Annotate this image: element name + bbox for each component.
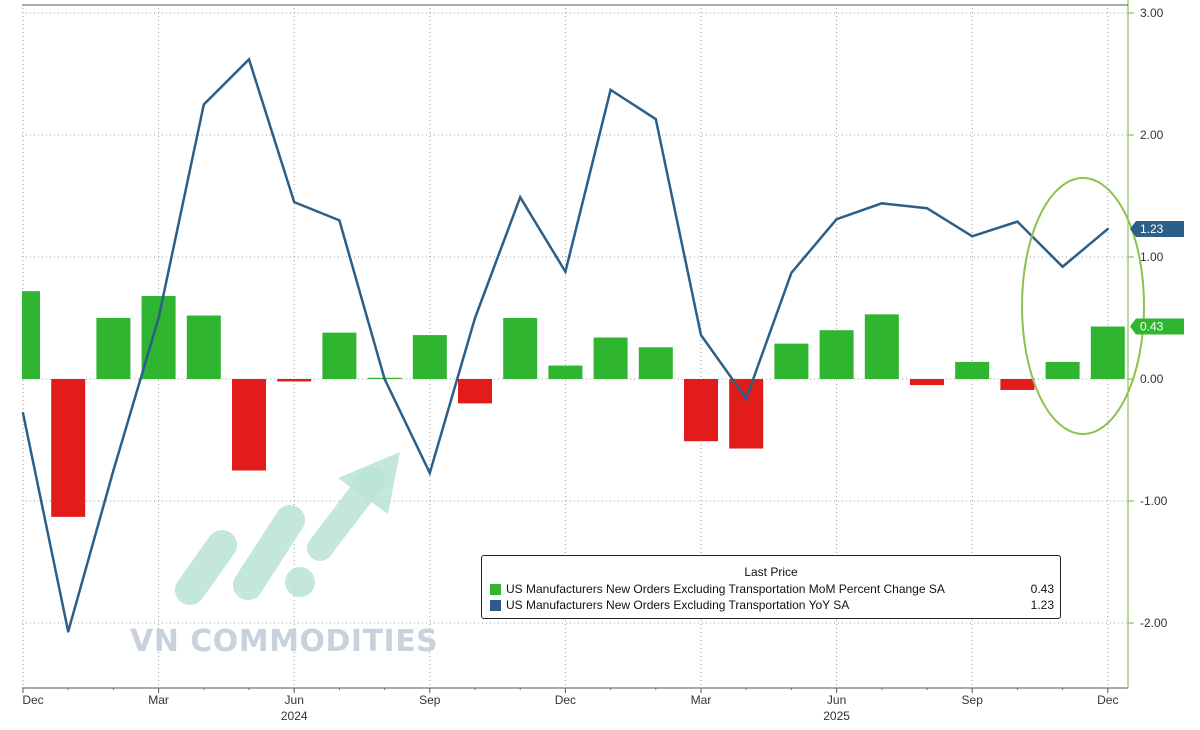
- mom-bar: [22, 291, 40, 379]
- yoy-point: [67, 630, 70, 633]
- mom-bar: [412, 335, 447, 379]
- yoy-point: [428, 471, 431, 475]
- yoy-point: [699, 333, 703, 337]
- mom-bar: [684, 379, 718, 442]
- legend-name-mom: US Manufacturers New Orders Excluding Tr…: [506, 582, 945, 596]
- mom-bar: [232, 379, 266, 471]
- yoy-point: [925, 207, 929, 210]
- mom-bar: [1045, 361, 1080, 379]
- x-tick-label: Mar: [148, 693, 169, 707]
- legend-entry-yoy: US Manufacturers New Orders Excluding Tr…: [482, 597, 1060, 613]
- mom-bar: [322, 332, 357, 379]
- legend-swatch-yoy: [490, 599, 501, 611]
- year-label: 2024: [281, 709, 308, 723]
- mom-bar: [864, 314, 899, 379]
- y-tick-label: 1.00: [1140, 250, 1164, 264]
- bars-layer: [22, 291, 1125, 517]
- yoy-point: [157, 316, 160, 320]
- yoy-line: [21, 57, 1109, 632]
- logo-dot: [285, 567, 315, 597]
- yoy-point: [1106, 227, 1110, 231]
- x-tick-label: Jun: [285, 693, 304, 707]
- yoy-point: [880, 202, 883, 205]
- mom-bar: [96, 318, 131, 379]
- logo-stroke: [175, 530, 237, 605]
- yoy-point: [745, 397, 748, 400]
- yoy-point: [654, 117, 657, 121]
- y-tick-label: 0.00: [1140, 372, 1164, 386]
- legend-title: Last Price: [744, 565, 798, 579]
- yoy-point: [564, 270, 567, 273]
- last-value-tag: [1130, 220, 1184, 237]
- watermark-text: VN COMMODITIES: [130, 624, 439, 659]
- mom-bar: [955, 361, 990, 379]
- logo-arrowhead: [338, 452, 400, 514]
- yoy-point: [609, 88, 612, 92]
- x-tick-label: Jun: [827, 693, 846, 707]
- x-tick-label: Dec: [1097, 693, 1118, 707]
- legend-value-yoy: 1.23: [1030, 598, 1054, 612]
- yoy-point: [383, 377, 386, 381]
- mom-bar: [186, 315, 221, 379]
- x-tick-label: Dec: [555, 693, 576, 707]
- x-tick-label: Dec: [22, 693, 43, 707]
- mom-bar: [819, 330, 854, 379]
- y-tick-label: 3.00: [1140, 6, 1164, 20]
- legend-value-mom: 0.43: [1030, 582, 1054, 596]
- mom-bar: [729, 379, 764, 449]
- yoy-point: [338, 219, 341, 222]
- y-tick-label: -1.00: [1140, 494, 1168, 508]
- mom-bar: [458, 379, 492, 404]
- x-tick-label: Sep: [962, 693, 984, 707]
- yoy-point: [247, 58, 251, 61]
- logo-stroke: [233, 505, 305, 600]
- yoy-point: [519, 196, 522, 199]
- mom-bar: [548, 365, 583, 379]
- mom-bar: [277, 379, 312, 382]
- tag-layer: 1.23 0.43: [1021, 177, 1184, 435]
- yoy-point: [293, 200, 296, 204]
- x-tick-label: Sep: [419, 693, 441, 707]
- last-value-label: 1.23: [1140, 222, 1164, 236]
- line-layer: [21, 57, 1110, 633]
- mom-bar: [593, 337, 628, 379]
- mom-bar: [1000, 379, 1035, 390]
- mom-bar: [638, 347, 673, 379]
- yoy-point: [790, 271, 793, 275]
- mom-bar: [503, 318, 538, 379]
- yoy-point: [835, 217, 838, 221]
- axis-layer: 3.00 2.00 1.00 0.00 -1.00 -2.00 Dec Mar Jun Sep De…: [22, 0, 1168, 723]
- yoy-point: [473, 316, 477, 320]
- last-value-label: 0.43: [1140, 320, 1164, 334]
- y-tick-label: -2.00: [1140, 616, 1168, 630]
- mom-bar: [774, 343, 809, 379]
- legend-name-yoy: US Manufacturers New Orders Excluding Tr…: [506, 598, 850, 612]
- last-value-tag: [1130, 318, 1184, 335]
- yoy-point: [971, 235, 974, 238]
- yoy-point: [112, 469, 115, 472]
- yoy-point: [21, 411, 25, 415]
- watermark-logo: [175, 452, 400, 605]
- mom-bar: [1090, 326, 1125, 379]
- yoy-point: [1016, 220, 1019, 223]
- mom-bar: [51, 379, 86, 517]
- highlight-ellipse: [1021, 177, 1145, 435]
- mom-bar: [141, 296, 176, 379]
- year-label: 2025: [823, 709, 850, 723]
- legend-entry-mom: US Manufacturers New Orders Excluding Tr…: [482, 581, 1060, 597]
- y-tick-label: 2.00: [1140, 128, 1164, 142]
- yoy-point: [202, 103, 205, 106]
- yoy-point: [1061, 265, 1064, 268]
- legend-swatch-mom: [490, 583, 501, 595]
- x-tick-label: Mar: [691, 693, 712, 707]
- mom-bar: [910, 379, 944, 386]
- chart-legend: Last Price US Manufacturers New Orders E…: [481, 555, 1061, 619]
